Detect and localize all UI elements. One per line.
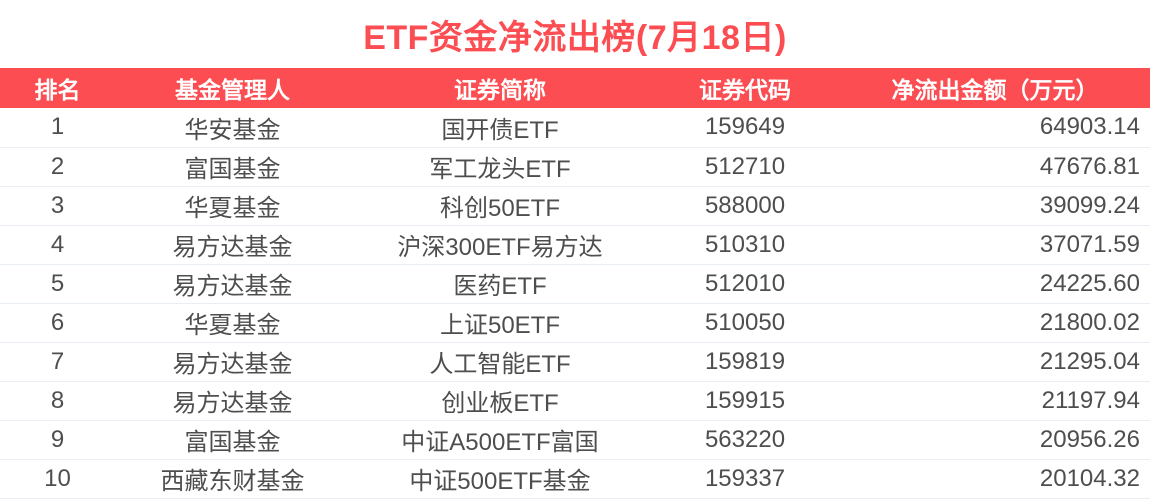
cell-rank: 1 [0, 108, 115, 148]
cell-manager: 易方达基金 [115, 381, 350, 421]
cell-net-outflow: 24225.60 [840, 264, 1150, 304]
etf-outflow-table: 排名 基金管理人 证券简称 证券代码 净流出金额（万元） 1 华安基金 国开债ETF… [0, 68, 1150, 499]
cell-manager: 易方达基金 [115, 342, 350, 382]
cell-short-name: 人工智能ETF [350, 342, 650, 382]
cell-net-outflow: 20104.32 [840, 459, 1150, 499]
cell-rank: 8 [0, 381, 115, 421]
cell-net-outflow: 21800.02 [840, 303, 1150, 343]
cell-short-name: 中证A500ETF富国 [350, 420, 650, 460]
cell-code: 159337 [650, 459, 840, 499]
cell-manager: 富国基金 [115, 147, 350, 187]
table-row: 3 华夏基金 科创50ETF 588000 39099.24 [0, 186, 1150, 226]
cell-rank: 10 [0, 459, 115, 499]
cell-manager: 易方达基金 [115, 225, 350, 265]
table-row: 6 华夏基金 上证50ETF 510050 21800.02 [0, 303, 1150, 343]
header-cell-code: 证券代码 [650, 68, 840, 108]
cell-rank: 3 [0, 186, 115, 226]
cell-code: 510310 [650, 225, 840, 265]
cell-manager: 华夏基金 [115, 186, 350, 226]
table-row: 7 易方达基金 人工智能ETF 159819 21295.04 [0, 342, 1150, 382]
cell-net-outflow: 39099.24 [840, 186, 1150, 226]
header-cell-rank: 排名 [0, 68, 115, 108]
cell-net-outflow: 47676.81 [840, 147, 1150, 187]
cell-short-name: 创业板ETF [350, 381, 650, 421]
table-row: 4 易方达基金 沪深300ETF易方达 510310 37071.59 [0, 225, 1150, 265]
cell-short-name: 国开债ETF [350, 108, 650, 148]
cell-rank: 6 [0, 303, 115, 343]
page-title: ETF资金净流出榜(7月18日) [363, 18, 787, 57]
cell-short-name: 上证50ETF [350, 303, 650, 343]
cell-rank: 9 [0, 420, 115, 460]
cell-net-outflow: 21295.04 [840, 342, 1150, 382]
cell-rank: 2 [0, 147, 115, 187]
cell-net-outflow: 64903.14 [840, 108, 1150, 148]
cell-net-outflow: 37071.59 [840, 225, 1150, 265]
table-row: 1 华安基金 国开债ETF 159649 64903.14 [0, 108, 1150, 148]
header-cell-short-name: 证券简称 [350, 68, 650, 108]
cell-rank: 4 [0, 225, 115, 265]
cell-manager: 华夏基金 [115, 303, 350, 343]
cell-short-name: 沪深300ETF易方达 [350, 225, 650, 265]
cell-short-name: 中证500ETF基金 [350, 459, 650, 499]
cell-code: 159915 [650, 381, 840, 421]
header-cell-net-outflow: 净流出金额（万元） [840, 68, 1150, 108]
cell-code: 512010 [650, 264, 840, 304]
cell-code: 510050 [650, 303, 840, 343]
cell-manager: 易方达基金 [115, 264, 350, 304]
header-cell-manager: 基金管理人 [115, 68, 350, 108]
cell-short-name: 军工龙头ETF [350, 147, 650, 187]
table-row: 5 易方达基金 医药ETF 512010 24225.60 [0, 264, 1150, 304]
table-row: 2 富国基金 军工龙头ETF 512710 47676.81 [0, 147, 1150, 187]
cell-rank: 7 [0, 342, 115, 382]
table-row: 10 西藏东财基金 中证500ETF基金 159337 20104.32 [0, 459, 1150, 499]
cell-net-outflow: 21197.94 [840, 381, 1150, 421]
cell-short-name: 科创50ETF [350, 186, 650, 226]
table-row: 9 富国基金 中证A500ETF富国 563220 20956.26 [0, 420, 1150, 460]
cell-code: 588000 [650, 186, 840, 226]
cell-manager: 富国基金 [115, 420, 350, 460]
table-row: 8 易方达基金 创业板ETF 159915 21197.94 [0, 381, 1150, 421]
table-body: 1 华安基金 国开债ETF 159649 64903.14 2 富国基金 军工龙头ETF 512… [0, 108, 1150, 499]
cell-code: 159819 [650, 342, 840, 382]
cell-net-outflow: 20956.26 [840, 420, 1150, 460]
cell-code: 159649 [650, 108, 840, 148]
cell-short-name: 医药ETF [350, 264, 650, 304]
cell-manager: 华安基金 [115, 108, 350, 148]
cell-rank: 5 [0, 264, 115, 304]
cell-manager: 西藏东财基金 [115, 459, 350, 499]
table-header-row: 排名 基金管理人 证券简称 证券代码 净流出金额（万元） [0, 68, 1150, 108]
cell-code: 563220 [650, 420, 840, 460]
cell-code: 512710 [650, 147, 840, 187]
